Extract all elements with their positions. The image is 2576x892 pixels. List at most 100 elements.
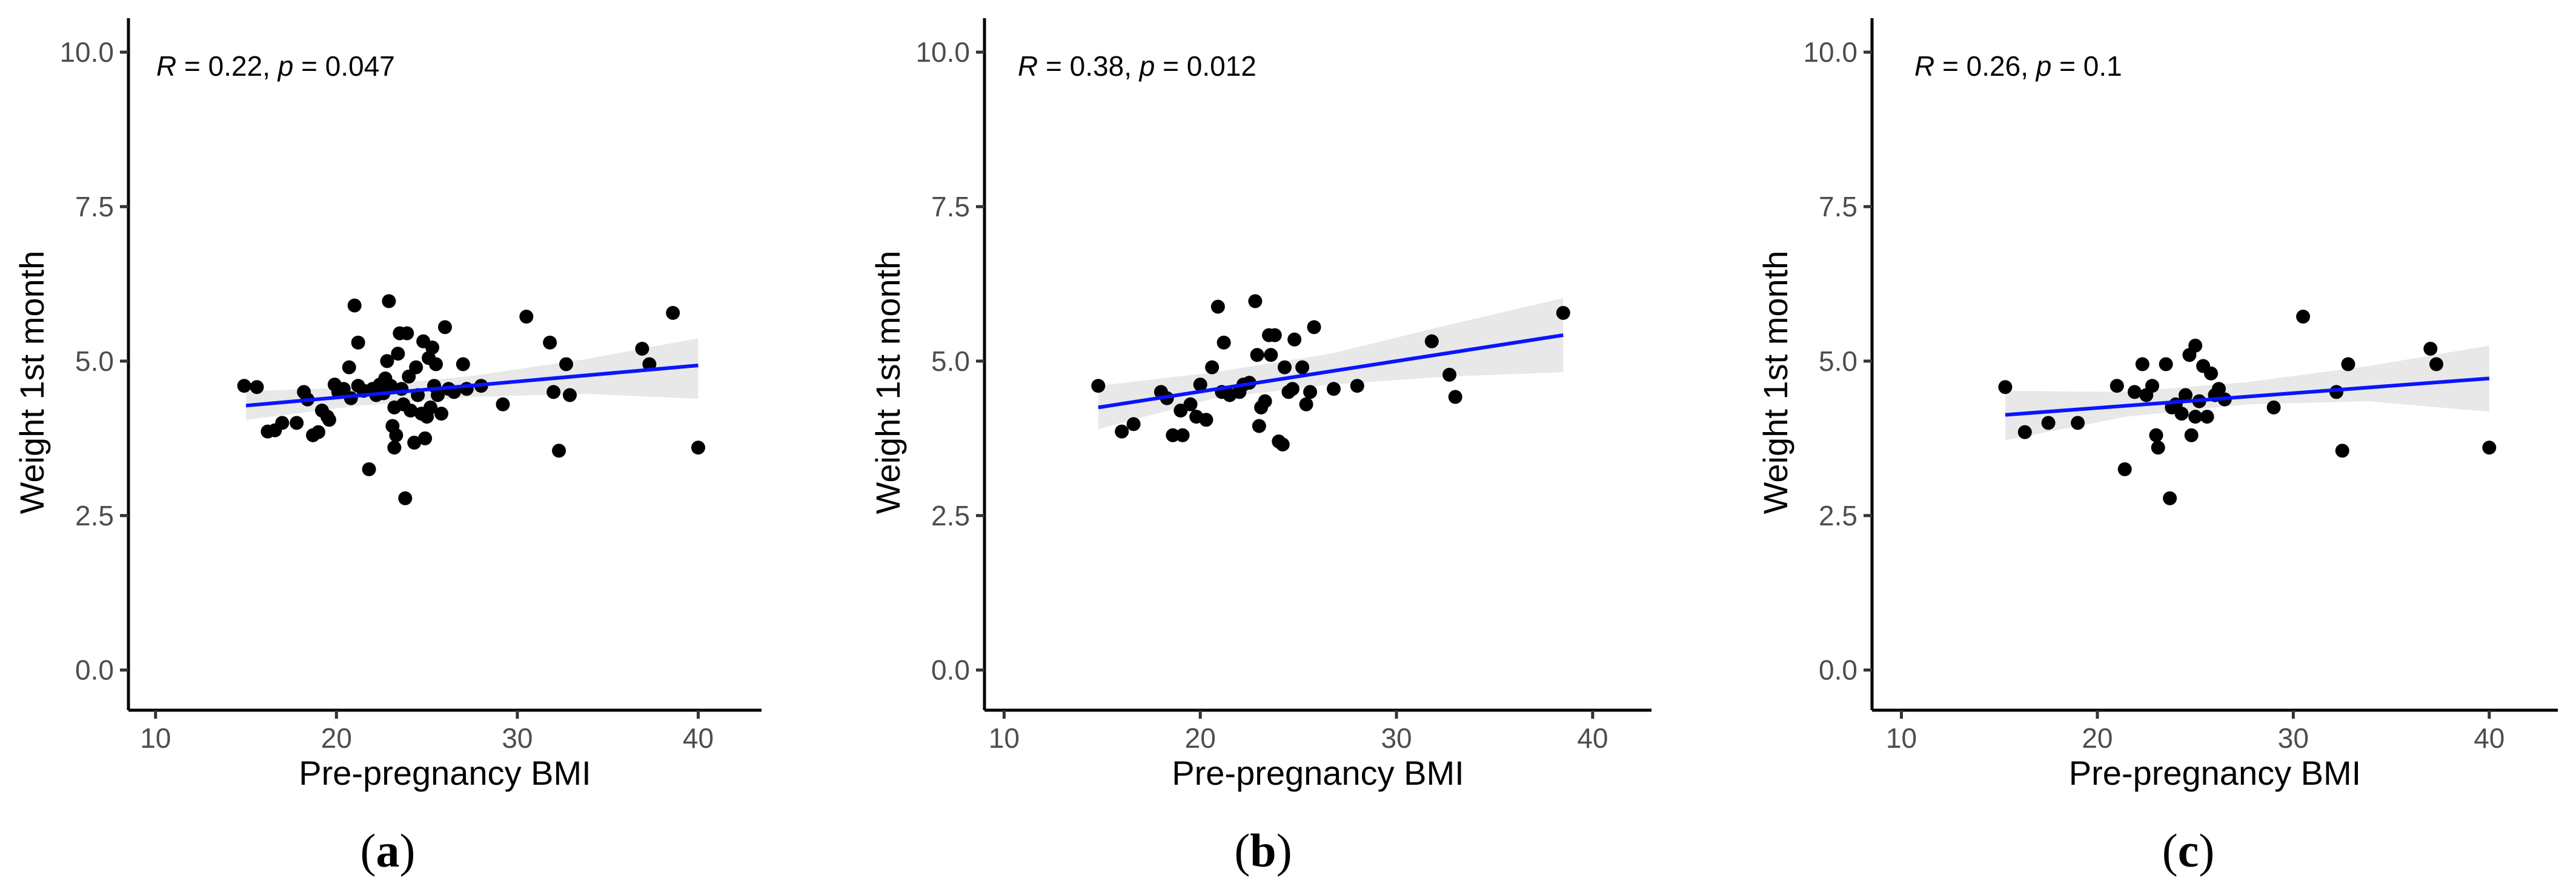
x-tick-label: 20 [321,722,352,754]
data-point [1295,360,1310,374]
data-point [2159,357,2173,371]
data-point [1998,380,2013,394]
x-tick-label: 40 [683,722,714,754]
data-point [2110,379,2124,393]
data-point [1299,397,1313,411]
data-point [2204,366,2219,381]
data-point [1210,299,1225,314]
data-point [666,305,680,320]
correlation-annotation: R = 0.26, p = 0.1 [1914,50,2122,82]
data-point [2178,388,2193,402]
data-point [2341,357,2355,371]
data-point [1275,438,1290,452]
data-point [1350,379,1364,393]
data-point [635,342,649,356]
data-point [425,340,440,354]
data-point [456,357,470,371]
data-point [431,388,445,402]
data-point [1126,417,1141,431]
y-tick-label: 0.0 [75,654,114,686]
regression-line [1098,333,1564,410]
x-tick-label: 10 [989,722,1020,754]
data-point [1303,385,1318,399]
data-point [389,428,403,442]
x-tick-label: 30 [2278,722,2309,754]
data-point [2423,342,2438,356]
data-point [407,435,422,450]
data-point [563,388,577,402]
data-point [2188,338,2203,353]
data-point [1258,394,1272,408]
data-point [1115,424,1129,439]
x-tick-label: 10 [1886,722,1917,754]
x-axis-title: Pre-pregnancy BMI [1172,754,1464,792]
y-tick-label: 7.5 [931,191,970,222]
data-point [2211,382,2226,396]
annotation-R-label: R [1914,50,1934,82]
data-point [496,397,510,411]
annotation-p-label: p [1138,50,1155,82]
data-point [2149,428,2163,442]
data-point [1326,382,1341,396]
y-tick-label: 0.0 [931,654,970,686]
data-point [1175,428,1190,442]
annotation-R-value: = 0.22, [176,50,278,82]
y-axis-title: Weight 1st month [869,251,907,514]
y-tick-label: 7.5 [1819,191,1857,222]
data-point [1556,305,1570,320]
data-point [546,385,561,399]
y-tick-label: 10.0 [915,36,970,68]
data-point [1448,390,1462,404]
data-point [1193,378,1207,392]
data-point [398,491,413,505]
correlation-annotation: R = 0.38, p = 0.012 [1018,50,1256,82]
data-point [552,444,566,458]
correlation-annotation: R = 0.22, p = 0.047 [156,50,395,82]
y-tick-label: 10.0 [1803,36,1857,68]
data-point [2017,425,2032,439]
data-point [691,441,705,455]
y-tick-label: 5.0 [931,345,970,377]
data-point [403,403,418,418]
data-point [423,400,438,414]
annotation-R-value: = 0.38, [1038,50,1140,82]
data-point [1264,348,1278,362]
data-point [2163,491,2177,505]
data-point [1248,294,1263,308]
data-point [1217,335,1231,350]
data-point [237,379,251,393]
data-point [1091,379,1106,393]
data-point [2145,379,2160,393]
data-point [275,416,290,430]
data-point [387,441,402,455]
data-point [1424,334,1439,348]
x-axis-title: Pre-pregnancy BMI [299,754,591,792]
data-point [2127,385,2142,399]
confidence-band [2005,345,2489,441]
annotation-R-label: R [1018,50,1038,82]
data-point [2184,428,2199,442]
data-point [351,335,365,350]
data-point [2200,410,2214,424]
panel-label: (a) [360,824,416,877]
data-point [342,360,356,374]
data-point [429,357,443,371]
x-tick-label: 40 [1577,722,1608,754]
data-point [559,357,574,371]
data-point [1287,332,1302,347]
x-tick-label: 30 [1381,722,1412,754]
x-tick-label: 30 [502,722,533,754]
data-point [438,320,452,334]
panel-label: (b) [1234,824,1292,877]
annotation-p-label: p [2035,50,2052,82]
regression-line [245,364,699,408]
y-tick-label: 5.0 [1819,345,1857,377]
data-point [2041,416,2056,430]
data-point [2174,407,2189,421]
annotation-p-value: = 0.047 [293,50,395,82]
data-point [250,380,264,394]
annotation-R-value: = 0.26, [1934,50,2036,82]
data-point [2151,441,2165,455]
data-point [383,379,398,393]
